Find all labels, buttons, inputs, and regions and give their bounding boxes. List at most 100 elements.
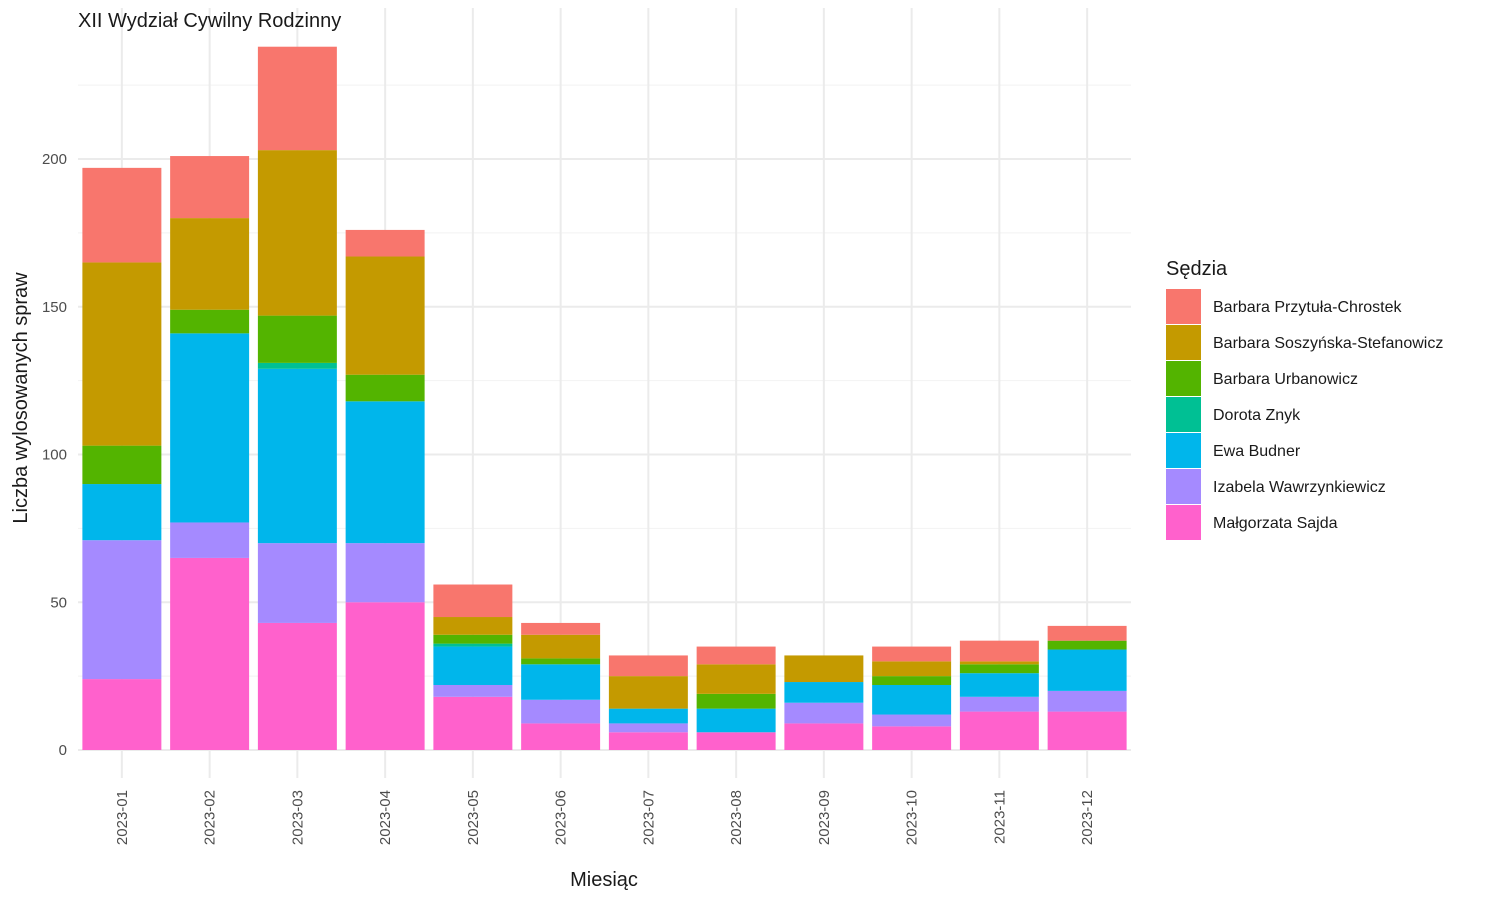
x-tick-label: 2023-03: [289, 790, 306, 845]
bar-segment: [170, 309, 250, 334]
bar-segment: [257, 368, 337, 544]
bar-segment: [433, 696, 513, 750]
bar-segment: [959, 711, 1039, 750]
legend-swatch: [1166, 397, 1201, 432]
bar-segment: [82, 484, 162, 541]
bar-segment: [872, 661, 952, 677]
bar-segment: [784, 723, 864, 750]
bar-segment: [872, 714, 952, 727]
x-tick-label: 2023-09: [816, 790, 833, 845]
bar-segment: [345, 256, 425, 375]
legend: Sędzia Barbara Przytuła-Chrostek Barbara …: [1166, 258, 1443, 540]
bar-segment: [696, 708, 776, 733]
y-tick-label: 150: [42, 299, 67, 316]
bar-segment: [170, 156, 250, 219]
bar-segment: [82, 262, 162, 446]
x-tick-label: 2023-08: [728, 790, 745, 845]
x-tick-label: 2023-02: [202, 790, 219, 845]
bar-segment: [257, 150, 337, 316]
bar-segment: [521, 664, 601, 700]
legend-swatch: [1166, 433, 1201, 468]
legend-swatch: [1166, 469, 1201, 504]
bar-segment: [959, 664, 1039, 674]
bar-segment: [1047, 690, 1127, 712]
bar-segment: [82, 167, 162, 263]
legend-label: Barbara Soszyńska-Stefanowicz: [1213, 335, 1443, 352]
bar-segment: [696, 693, 776, 709]
y-tick-label: 200: [42, 151, 67, 168]
bar-segment: [608, 655, 688, 677]
y-tick-label: 50: [50, 594, 67, 611]
bar-segment: [82, 445, 162, 485]
bar-segment: [433, 584, 513, 618]
x-tick-label: 2023-10: [904, 790, 921, 845]
legend-swatch: [1166, 505, 1201, 540]
x-tick-label: 2023-04: [377, 790, 394, 845]
bar-segment: [959, 661, 1039, 665]
bar-segment: [608, 708, 688, 724]
bar-segment: [433, 617, 513, 635]
bar-segment: [257, 362, 337, 369]
legend-swatch: [1166, 325, 1201, 360]
bar-segment: [608, 723, 688, 733]
bar-segment: [257, 622, 337, 750]
bar-segment: [1047, 640, 1127, 650]
bar-segment: [872, 726, 952, 750]
legend-title: Sędzia: [1166, 258, 1228, 280]
bar-segment: [345, 374, 425, 402]
bar-segment: [345, 401, 425, 544]
legend-label: Barbara Urbanowicz: [1213, 371, 1358, 388]
bar-segment: [521, 634, 601, 659]
bar-segment: [170, 557, 250, 750]
legend-label: Ewa Budner: [1213, 443, 1301, 460]
y-axis-title: Liczba wylosowanych spraw: [10, 272, 32, 524]
x-tick-label: 2023-07: [640, 790, 657, 845]
x-tick-label: 2023-01: [114, 790, 131, 845]
bar-segment: [608, 676, 688, 709]
bar-segment: [82, 679, 162, 750]
bar-segment: [170, 333, 250, 523]
bar-segment: [170, 522, 250, 558]
y-tick-label: 100: [42, 447, 67, 464]
bar-segment: [82, 540, 162, 680]
bar-segment: [433, 643, 513, 647]
legend-swatch: [1166, 289, 1201, 324]
bar-segment: [784, 702, 864, 724]
bar-segment: [345, 602, 425, 750]
x-tick-label: 2023-06: [553, 790, 570, 845]
bar-segment: [521, 723, 601, 750]
bar-segment: [608, 732, 688, 750]
bar-segment: [959, 696, 1039, 712]
bar-segment: [696, 646, 776, 665]
legend-label: Izabela Wawrzynkiewicz: [1213, 479, 1386, 496]
bar-segment: [521, 658, 601, 665]
bar-segment: [257, 46, 337, 151]
legend-label: Małgorzata Sajda: [1213, 515, 1338, 532]
bar-segment: [345, 543, 425, 603]
bars: [82, 46, 1127, 750]
bar-segment: [1047, 649, 1127, 691]
bar-segment: [257, 315, 337, 363]
legend-label: Barbara Przytuła-Chrostek: [1213, 299, 1403, 316]
x-tick-label: 2023-05: [465, 790, 482, 845]
y-tick-label: 0: [59, 742, 67, 759]
bar-segment: [257, 543, 337, 623]
bar-segment: [959, 673, 1039, 697]
bar-segment: [696, 664, 776, 694]
x-tick-label: 2023-12: [1079, 790, 1096, 845]
bar-segment: [696, 732, 776, 750]
legend-swatch: [1166, 361, 1201, 396]
bar-segment: [1047, 625, 1127, 641]
chart-title: XII Wydział Cywilny Rodzinny: [78, 10, 341, 32]
legend-label: Dorota Znyk: [1213, 407, 1301, 424]
x-axis-title: Miesiąc: [570, 869, 638, 891]
bar-segment: [170, 218, 250, 310]
bar-segment: [872, 684, 952, 715]
bar-segment: [521, 622, 601, 635]
bar-segment: [1047, 711, 1127, 750]
bar-segment: [433, 634, 513, 644]
x-axis-ticks: 2023-01 2023-02 2023-03 2023-04 2023-05 2023-…: [114, 790, 1096, 845]
bar-segment: [959, 640, 1039, 662]
bar-segment: [872, 676, 952, 685]
